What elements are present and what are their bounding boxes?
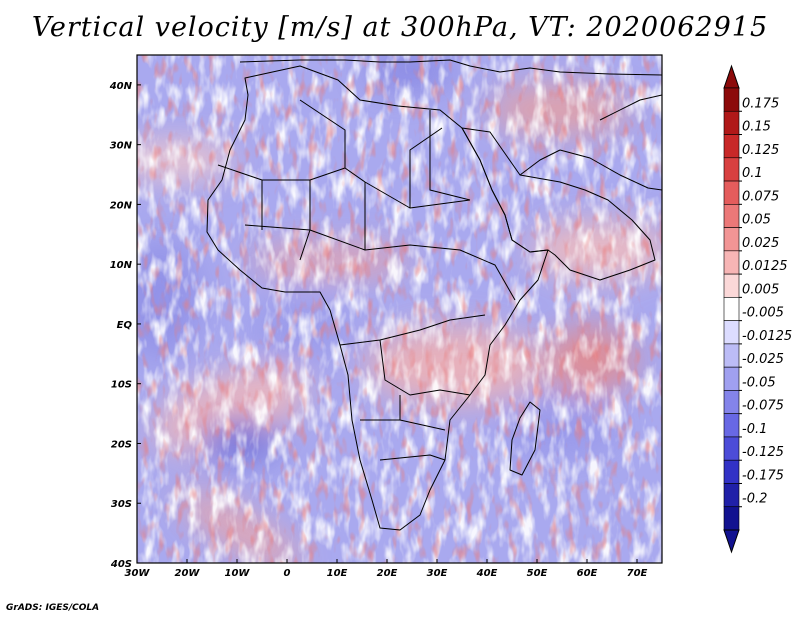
colorbar-label: -0.0125 <box>742 329 792 344</box>
colorbar: 0.175 0.15 0.125 0.1 0.075 0.05 0.025 0.0125 0.0… <box>723 64 792 554</box>
border <box>217 110 471 230</box>
colorbar-bottom-arrow <box>723 529 740 554</box>
colorbar-swatch <box>723 250 740 275</box>
lon-tick-label: 60E <box>577 568 598 579</box>
chart-title: Vertical velocity [m/s] at 300hPa, VT: 2… <box>31 12 769 43</box>
colorbar-label: -0.175 <box>742 468 784 483</box>
lat-tick-label: 40N <box>109 81 133 92</box>
border <box>339 314 486 396</box>
colorbar-swatch <box>723 413 740 438</box>
colorbar-top-arrow <box>723 64 740 89</box>
lon-tick-label: 30W <box>125 568 151 579</box>
colorbar-label: 0.0125 <box>742 259 788 274</box>
colorbar-swatch <box>723 506 740 531</box>
lat-tick-label: EQ <box>117 320 133 331</box>
lon-tick-label: 0 <box>284 568 291 579</box>
border <box>519 94 662 176</box>
border <box>360 395 446 461</box>
latitude-axis: 40N 30N 20N 10N EQ 10S 20S 30S 40S <box>109 81 141 570</box>
colorbar-label: 0.175 <box>742 96 779 111</box>
colorbar-swatch <box>723 483 740 508</box>
lon-tick-label: 20E <box>377 568 398 579</box>
colorbar-swatch <box>723 110 740 135</box>
arabia-coastline <box>461 127 656 281</box>
colorbar-swatch <box>723 459 740 484</box>
lat-tick-label: 40S <box>110 559 132 570</box>
colorbar-label: -0.075 <box>742 399 784 414</box>
colorbar-swatch <box>723 87 740 112</box>
lat-tick-label: 30N <box>110 141 133 152</box>
colorbar-label: 0.025 <box>742 236 779 251</box>
colorbar-label: 0.15 <box>742 120 771 135</box>
colorbar-label: 0.005 <box>742 282 779 297</box>
colorbar-label: 0.075 <box>742 189 779 204</box>
colorbar-swatch <box>723 343 740 368</box>
lon-tick-label: 50E <box>527 568 548 579</box>
colorbar-swatch <box>723 157 740 182</box>
colorbar-swatch <box>723 134 740 159</box>
lon-tick-label: 30E <box>427 568 448 579</box>
lat-tick-label: 30S <box>111 499 132 510</box>
lon-tick-label: 40E <box>476 568 498 579</box>
colorbar-swatch <box>723 320 740 345</box>
lon-tick-label: 70E <box>627 568 648 579</box>
madagascar-coastline <box>509 401 541 476</box>
colorbar-swatch <box>723 273 740 298</box>
lat-tick-label: 10N <box>110 260 133 271</box>
colorbar-label: -0.1 <box>742 422 767 437</box>
vertical-velocity-field <box>137 55 662 563</box>
border <box>244 224 516 301</box>
lat-tick-label: 10S <box>111 380 132 391</box>
longitude-axis: 30W 20W 10W 0 10E 20E 30E 40E 50E 60E 70E <box>125 559 648 579</box>
europe-coastline <box>239 59 662 76</box>
lat-tick-label: 20N <box>110 200 133 211</box>
colorbar-swatch <box>723 390 740 414</box>
map-frame <box>136 54 663 564</box>
colorbar-label: -0.025 <box>742 352 784 367</box>
lat-tick-label: 20S <box>111 439 132 450</box>
colorbar-label: 0.125 <box>742 143 779 158</box>
colorbar-label: 0.1 <box>742 166 763 181</box>
colorbar-label: -0.005 <box>742 306 784 321</box>
colorbar-label: 0.05 <box>742 213 771 228</box>
coastlines-and-borders <box>206 59 662 531</box>
iran-coast <box>559 149 662 191</box>
colorbar-label: -0.2 <box>742 492 767 507</box>
colorbar-swatch <box>723 436 740 461</box>
lon-tick-label: 10E <box>327 568 348 579</box>
lon-tick-label: 20W <box>175 568 201 579</box>
colorbar-swatch <box>723 366 740 391</box>
lon-tick-label: 10W <box>225 568 251 579</box>
colorbar-label: -0.05 <box>742 375 776 390</box>
colorbar-swatch <box>723 227 740 252</box>
colorbar-swatch <box>723 204 740 228</box>
grads-credit: GrADS: IGES/COLA <box>6 603 100 613</box>
colorbar-label: -0.125 <box>742 445 784 460</box>
colorbar-swatch <box>723 180 740 205</box>
colorbar-swatch <box>723 297 740 321</box>
